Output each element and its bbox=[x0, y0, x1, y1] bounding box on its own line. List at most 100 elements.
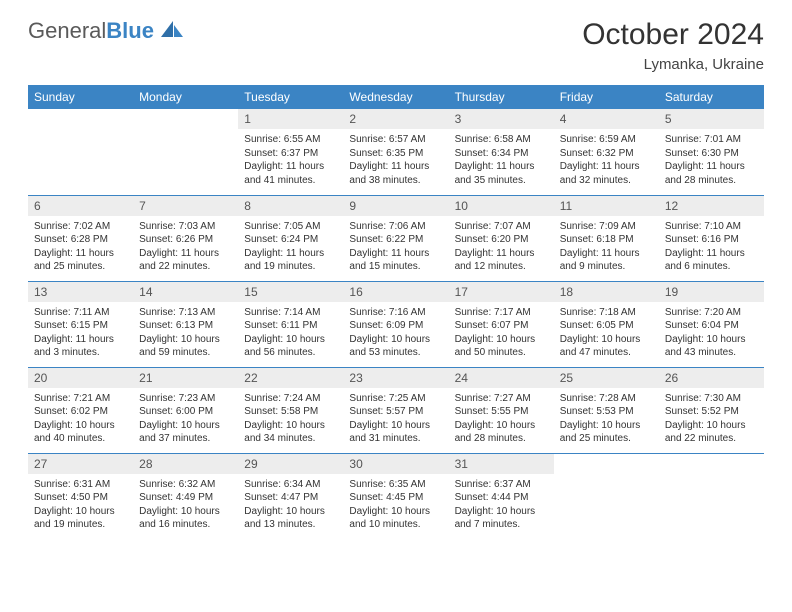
day-number: 6 bbox=[28, 196, 133, 216]
sunrise-text: Sunrise: 7:13 AM bbox=[139, 306, 232, 320]
day-number: 4 bbox=[554, 109, 659, 129]
sunrise-text: Sunrise: 7:02 AM bbox=[34, 220, 127, 234]
daylight-text-1: Daylight: 10 hours bbox=[139, 505, 232, 519]
daylight-text-1: Daylight: 10 hours bbox=[349, 333, 442, 347]
daylight-text-1: Daylight: 10 hours bbox=[349, 419, 442, 433]
calendar-cell: 15Sunrise: 7:14 AMSunset: 6:11 PMDayligh… bbox=[238, 281, 343, 367]
sunrise-text: Sunrise: 6:55 AM bbox=[244, 133, 337, 147]
day-details: Sunrise: 7:14 AMSunset: 6:11 PMDaylight:… bbox=[238, 302, 343, 362]
day-number: 15 bbox=[238, 282, 343, 302]
day-details: Sunrise: 7:23 AMSunset: 6:00 PMDaylight:… bbox=[133, 388, 238, 448]
sunset-text: Sunset: 6:20 PM bbox=[455, 233, 548, 247]
daylight-text-1: Daylight: 11 hours bbox=[349, 160, 442, 174]
calendar-cell: 5Sunrise: 7:01 AMSunset: 6:30 PMDaylight… bbox=[659, 109, 764, 195]
calendar-cell: 12Sunrise: 7:10 AMSunset: 6:16 PMDayligh… bbox=[659, 195, 764, 281]
sunset-text: Sunset: 6:37 PM bbox=[244, 147, 337, 161]
daylight-text-2: and 3 minutes. bbox=[34, 346, 127, 360]
daylight-text-1: Daylight: 11 hours bbox=[560, 247, 653, 261]
sunrise-text: Sunrise: 7:09 AM bbox=[560, 220, 653, 234]
day-number: 3 bbox=[449, 109, 554, 129]
calendar-cell: 1Sunrise: 6:55 AMSunset: 6:37 PMDaylight… bbox=[238, 109, 343, 195]
daylight-text-2: and 35 minutes. bbox=[455, 174, 548, 188]
day-details: Sunrise: 6:57 AMSunset: 6:35 PMDaylight:… bbox=[343, 129, 448, 189]
day-details: Sunrise: 6:31 AMSunset: 4:50 PMDaylight:… bbox=[28, 474, 133, 534]
sunset-text: Sunset: 4:44 PM bbox=[455, 491, 548, 505]
sunset-text: Sunset: 5:52 PM bbox=[665, 405, 758, 419]
day-number: 24 bbox=[449, 368, 554, 388]
daylight-text-2: and 28 minutes. bbox=[665, 174, 758, 188]
location: Lymanka, Ukraine bbox=[582, 56, 764, 73]
daylight-text-2: and 22 minutes. bbox=[139, 260, 232, 274]
calendar-cell: 7Sunrise: 7:03 AMSunset: 6:26 PMDaylight… bbox=[133, 195, 238, 281]
sunrise-text: Sunrise: 7:16 AM bbox=[349, 306, 442, 320]
daylight-text-2: and 9 minutes. bbox=[560, 260, 653, 274]
day-number: 19 bbox=[659, 282, 764, 302]
sunrise-text: Sunrise: 7:14 AM bbox=[244, 306, 337, 320]
sunset-text: Sunset: 5:53 PM bbox=[560, 405, 653, 419]
day-number: 25 bbox=[554, 368, 659, 388]
day-details: Sunrise: 7:01 AMSunset: 6:30 PMDaylight:… bbox=[659, 129, 764, 189]
daylight-text-2: and 22 minutes. bbox=[665, 432, 758, 446]
header: GeneralBlue October 2024 Lymanka, Ukrain… bbox=[28, 18, 764, 73]
daylight-text-2: and 25 minutes. bbox=[560, 432, 653, 446]
calendar-cell: 4Sunrise: 6:59 AMSunset: 6:32 PMDaylight… bbox=[554, 109, 659, 195]
calendar-cell: 24Sunrise: 7:27 AMSunset: 5:55 PMDayligh… bbox=[449, 367, 554, 453]
sunset-text: Sunset: 6:28 PM bbox=[34, 233, 127, 247]
sunset-text: Sunset: 6:24 PM bbox=[244, 233, 337, 247]
day-number: 7 bbox=[133, 196, 238, 216]
daylight-text-2: and 16 minutes. bbox=[139, 518, 232, 532]
day-details: Sunrise: 7:20 AMSunset: 6:04 PMDaylight:… bbox=[659, 302, 764, 362]
calendar-week: 1Sunrise: 6:55 AMSunset: 6:37 PMDaylight… bbox=[28, 109, 764, 195]
day-details: Sunrise: 7:16 AMSunset: 6:09 PMDaylight:… bbox=[343, 302, 448, 362]
sunset-text: Sunset: 5:55 PM bbox=[455, 405, 548, 419]
calendar-cell: 31Sunrise: 6:37 AMSunset: 4:44 PMDayligh… bbox=[449, 453, 554, 539]
sunrise-text: Sunrise: 7:18 AM bbox=[560, 306, 653, 320]
daylight-text-2: and 37 minutes. bbox=[139, 432, 232, 446]
calendar-week: 6Sunrise: 7:02 AMSunset: 6:28 PMDaylight… bbox=[28, 195, 764, 281]
day-details: Sunrise: 7:25 AMSunset: 5:57 PMDaylight:… bbox=[343, 388, 448, 448]
weekday-header: Wednesday bbox=[343, 85, 448, 109]
sunrise-text: Sunrise: 6:35 AM bbox=[349, 478, 442, 492]
daylight-text-1: Daylight: 11 hours bbox=[34, 247, 127, 261]
sunrise-text: Sunrise: 7:25 AM bbox=[349, 392, 442, 406]
sunrise-text: Sunrise: 6:59 AM bbox=[560, 133, 653, 147]
daylight-text-2: and 6 minutes. bbox=[665, 260, 758, 274]
day-details: Sunrise: 7:21 AMSunset: 6:02 PMDaylight:… bbox=[28, 388, 133, 448]
daylight-text-2: and 19 minutes. bbox=[34, 518, 127, 532]
day-number: 30 bbox=[343, 454, 448, 474]
logo: GeneralBlue bbox=[28, 18, 185, 44]
day-details: Sunrise: 7:05 AMSunset: 6:24 PMDaylight:… bbox=[238, 216, 343, 276]
calendar-cell: 3Sunrise: 6:58 AMSunset: 6:34 PMDaylight… bbox=[449, 109, 554, 195]
calendar-cell: 14Sunrise: 7:13 AMSunset: 6:13 PMDayligh… bbox=[133, 281, 238, 367]
daylight-text-2: and 28 minutes. bbox=[455, 432, 548, 446]
calendar-cell: 25Sunrise: 7:28 AMSunset: 5:53 PMDayligh… bbox=[554, 367, 659, 453]
day-number: 5 bbox=[659, 109, 764, 129]
daylight-text-1: Daylight: 10 hours bbox=[665, 419, 758, 433]
calendar-cell: 11Sunrise: 7:09 AMSunset: 6:18 PMDayligh… bbox=[554, 195, 659, 281]
daylight-text-1: Daylight: 11 hours bbox=[665, 160, 758, 174]
day-details: Sunrise: 7:03 AMSunset: 6:26 PMDaylight:… bbox=[133, 216, 238, 276]
weekday-header: Sunday bbox=[28, 85, 133, 109]
logo-text: GeneralBlue bbox=[28, 18, 154, 44]
daylight-text-2: and 53 minutes. bbox=[349, 346, 442, 360]
daylight-text-1: Daylight: 10 hours bbox=[139, 333, 232, 347]
sunrise-text: Sunrise: 7:20 AM bbox=[665, 306, 758, 320]
daylight-text-1: Daylight: 10 hours bbox=[560, 419, 653, 433]
day-details: Sunrise: 7:27 AMSunset: 5:55 PMDaylight:… bbox=[449, 388, 554, 448]
title-block: October 2024 Lymanka, Ukraine bbox=[582, 18, 764, 73]
sunrise-text: Sunrise: 7:07 AM bbox=[455, 220, 548, 234]
month-title: October 2024 bbox=[582, 18, 764, 52]
calendar-cell bbox=[133, 109, 238, 195]
daylight-text-2: and 59 minutes. bbox=[139, 346, 232, 360]
daylight-text-2: and 41 minutes. bbox=[244, 174, 337, 188]
weekday-header: Thursday bbox=[449, 85, 554, 109]
daylight-text-1: Daylight: 10 hours bbox=[244, 419, 337, 433]
sunrise-text: Sunrise: 7:01 AM bbox=[665, 133, 758, 147]
daylight-text-2: and 34 minutes. bbox=[244, 432, 337, 446]
sunset-text: Sunset: 4:45 PM bbox=[349, 491, 442, 505]
day-number: 14 bbox=[133, 282, 238, 302]
sunset-text: Sunset: 6:00 PM bbox=[139, 405, 232, 419]
daylight-text-2: and 10 minutes. bbox=[349, 518, 442, 532]
daylight-text-1: Daylight: 11 hours bbox=[34, 333, 127, 347]
daylight-text-2: and 38 minutes. bbox=[349, 174, 442, 188]
